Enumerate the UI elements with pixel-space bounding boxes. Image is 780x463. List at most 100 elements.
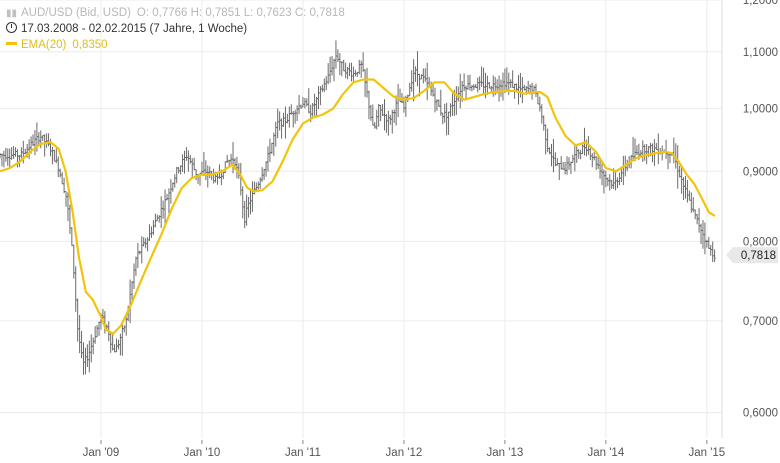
ohlc-bar: [449, 103, 452, 117]
ohlc-bar: [499, 79, 503, 97]
ohlc-bar: [412, 59, 415, 102]
ohlc-bar: [414, 66, 417, 82]
ohlc-bar: [243, 200, 246, 229]
ohlc-bar: [208, 166, 211, 179]
ohlc-bar: [422, 68, 425, 84]
ohlc-bar: [257, 181, 260, 190]
ohlc-bar: [200, 161, 204, 175]
ohlc-bar: [618, 172, 621, 186]
ohlc-bar: [643, 144, 646, 161]
ohlc-bar: [167, 188, 171, 214]
ohlc-bar: [451, 93, 454, 116]
ohlc-bar: [55, 148, 58, 164]
ohlc-bar: [328, 56, 332, 83]
ohlc-bar: [443, 103, 446, 123]
ohlc-bar: [128, 279, 132, 324]
ohlc-bar: [305, 98, 309, 107]
ohlc-bar: [262, 168, 266, 180]
legend-ema-row[interactable]: EMA(20) 0,8350: [6, 38, 108, 52]
ohlc-bar: [74, 266, 77, 312]
ohlc-bar: [173, 174, 176, 188]
ohlc-bar: [245, 194, 248, 226]
ohlc-bar: [606, 177, 610, 187]
ohlc-bar: [33, 130, 37, 156]
ohlc-bars-series: [0, 40, 716, 375]
last-price-badge-shape: [726, 247, 778, 264]
ohlc-bar: [0, 152, 2, 159]
ohlc-bar: [348, 62, 351, 77]
ohlc-bar: [466, 74, 470, 90]
ohlc-bar: [381, 104, 384, 116]
ohlc-bar: [53, 149, 56, 162]
ohlc-bar: [387, 110, 390, 136]
ohlc-bar: [610, 179, 613, 189]
ohlc-bar: [315, 96, 318, 118]
ohlc-bar: [371, 104, 375, 126]
ohlc-bar: [556, 158, 559, 166]
ohlc-bar: [602, 169, 606, 194]
ohlc-bar: [591, 153, 594, 168]
ohlc-bar: [476, 77, 479, 93]
ohlc-bar: [486, 75, 489, 95]
y-tick-label: 0,9000: [743, 166, 778, 178]
x-axis: Jan '09 Jan '10 Jan '11 Jan '12 Jan '13 Jan '…: [83, 440, 725, 459]
ohlc-bar: [4, 147, 8, 162]
ohlc-bar: [676, 145, 679, 189]
ohlc-bar: [86, 344, 89, 368]
ohlc-bar: [317, 86, 320, 110]
ohlc-bar: [540, 104, 543, 124]
ohlc-bar: [538, 96, 542, 112]
ohlc-bar: [359, 60, 363, 78]
ohlc-bar: [187, 150, 190, 172]
ohlc-bar: [268, 138, 272, 162]
ohlc-bar: [183, 150, 186, 174]
y-tick-label: 1,0000: [743, 104, 778, 116]
ohlc-bar: [332, 58, 336, 82]
x-tick-label: Jan '10: [184, 447, 221, 459]
ohlc-bar: [497, 75, 501, 102]
ohlc-bar: [204, 160, 208, 181]
ohlc-bar: [391, 109, 394, 134]
ohlc-bar: [41, 135, 44, 142]
ohlc-bar: [169, 179, 173, 204]
ohlc-bar: [441, 112, 444, 125]
ohlc-bar: [282, 112, 285, 127]
ohlc-bar: [330, 56, 334, 76]
ohlc-bar: [480, 66, 483, 87]
ohlc-bar: [416, 51, 419, 87]
ohlc-bar: [297, 95, 301, 115]
ohlc-bar: [51, 146, 54, 165]
ohlc-bar: [323, 78, 326, 93]
ohlc-bar: [363, 69, 367, 97]
y-tick-label: 0,7000: [743, 316, 778, 328]
ohlc-bar: [241, 186, 244, 219]
ohlc-bar: [478, 76, 481, 91]
ohlc-bar: [27, 139, 31, 160]
clock-icon: [6, 22, 17, 33]
ohlc-bar: [226, 154, 229, 163]
ohlc-bar: [697, 208, 701, 233]
ohlc-bar: [278, 111, 281, 131]
ohlc-bar: [121, 321, 124, 356]
ohlc-bar: [260, 167, 264, 182]
ohlc-bar: [358, 59, 361, 75]
ohlc-bar: [14, 147, 17, 157]
ohlc-bar: [192, 157, 196, 171]
ohlc-bar: [136, 243, 140, 268]
ohlc-bar: [501, 72, 505, 101]
ohlc-bar: [394, 95, 398, 126]
ohlc-bars-icon: ▮▮: [6, 8, 18, 19]
ohlc-bar: [569, 161, 573, 174]
ohlc-bar: [95, 325, 99, 338]
ohlc-bar: [109, 333, 112, 353]
ohlc-bar: [672, 137, 676, 164]
ohlc-bar: [608, 174, 611, 191]
ohlc-bar: [338, 53, 342, 75]
ohlc-bar: [577, 149, 580, 159]
ohlc-bar: [352, 66, 355, 82]
ohlc-bar: [350, 62, 353, 82]
ohlc-bar: [150, 226, 153, 238]
ohlc-bar: [138, 250, 142, 255]
ohlc-bar: [379, 104, 382, 122]
